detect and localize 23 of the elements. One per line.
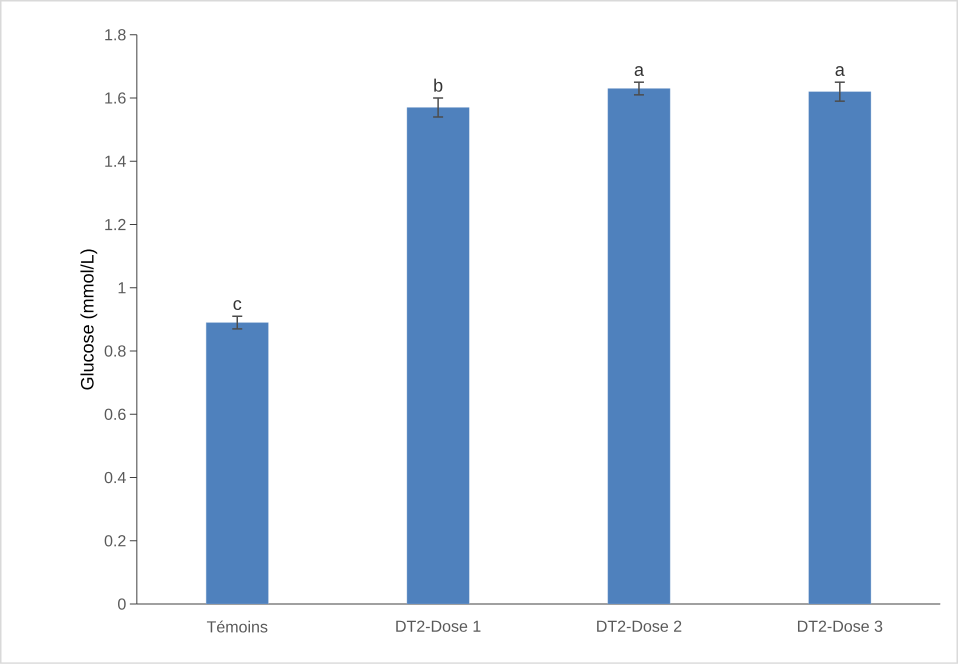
annotation: a [836, 66, 845, 76]
annotation: a [634, 66, 644, 76]
y-tick-label: 1.4 [105, 156, 126, 167]
annotation: b [434, 78, 442, 92]
x-tick-label: DT2-Dose 2 [597, 620, 682, 632]
y-tick-label: 0.6 [104, 408, 126, 420]
y-tick-label: 1 [118, 282, 126, 294]
bar [206, 322, 269, 604]
y-tick-label: 1.8 [105, 29, 126, 40]
y-tick-label: 0.8 [104, 345, 126, 357]
y-axis-title: Glucose (mmol/L) [80, 250, 98, 390]
x-tick-label: DT2-Dose 1 [396, 620, 480, 632]
y-tick-label: 1.6 [105, 92, 126, 104]
annotation: c [234, 300, 242, 310]
bar [808, 92, 872, 604]
y-tick-label: 0 [118, 598, 126, 610]
x-tick-label: Témoins [206, 620, 268, 633]
x-tick-label: DT2-Dose 3 [798, 620, 882, 632]
y-tick-label: 0.2 [104, 535, 126, 547]
bar [406, 107, 470, 604]
bar [608, 88, 670, 604]
y-tick-label: 1.2 [105, 219, 126, 230]
y-tick-label: 0.4 [104, 472, 126, 484]
